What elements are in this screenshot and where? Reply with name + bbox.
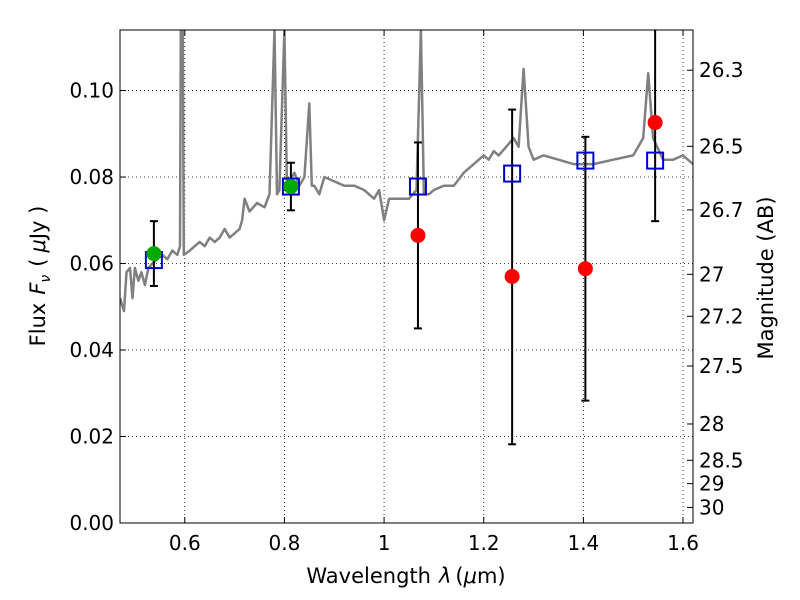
observed-point bbox=[410, 227, 426, 243]
model-photometry-square bbox=[408, 177, 427, 196]
y-axis-title: FluxFν(μJy ) bbox=[26, 206, 54, 347]
y-tick-label: 0.10 bbox=[69, 79, 114, 103]
x-tick-label: 0.8 bbox=[269, 531, 301, 555]
y2-tick-label: 28.5 bbox=[699, 448, 744, 472]
y-tick-label: 0.06 bbox=[69, 252, 114, 276]
model-photometry-square bbox=[503, 164, 522, 183]
x-axis-title: Wavelength λ (μm) bbox=[306, 564, 505, 588]
plot-series bbox=[120, 30, 693, 313]
observed-point bbox=[504, 269, 520, 284]
model-photometry-square bbox=[281, 177, 300, 196]
observed-point bbox=[146, 246, 162, 262]
y2-tick-label: 27.2 bbox=[699, 304, 744, 328]
model-photometry-square bbox=[646, 151, 665, 170]
y2-tick-label: 26.5 bbox=[699, 134, 744, 158]
y2-axis-title: Magnitude (AB) bbox=[754, 196, 778, 359]
y-tick-label: 0.04 bbox=[69, 338, 114, 362]
plot-area bbox=[120, 30, 693, 523]
y2-tick-label: 28 bbox=[699, 412, 724, 436]
y2-tick-label: 29 bbox=[699, 472, 724, 496]
y2-tick-label: 30 bbox=[699, 495, 724, 519]
x-tick-label: 0.6 bbox=[169, 531, 201, 555]
axis-ticks: 0.6 0.8 1 1.2 1.4 1.6 0.00 0.02 0.04 0.06 0.08 0.10… bbox=[69, 30, 744, 555]
y2-tick-label: 27.5 bbox=[699, 354, 744, 378]
x-tick-label: 1.2 bbox=[468, 531, 500, 555]
model-photometry-square bbox=[576, 151, 595, 170]
observed-point bbox=[647, 115, 663, 131]
y2-tick-label: 26.7 bbox=[699, 198, 744, 222]
plot-frame bbox=[119, 29, 694, 524]
x-tick-label: 1.6 bbox=[667, 531, 699, 555]
y2-tick-label: 26.3 bbox=[699, 58, 744, 82]
plot-markers bbox=[144, 30, 665, 446]
y-tick-label: 0.00 bbox=[69, 511, 114, 535]
x-tick-label: 1 bbox=[378, 531, 391, 555]
observed-point bbox=[283, 179, 299, 195]
model-spectrum-line bbox=[120, 30, 693, 313]
x-tick-label: 1.4 bbox=[567, 531, 599, 555]
y2-tick-label: 27 bbox=[699, 262, 724, 286]
y-tick-label: 0.02 bbox=[69, 425, 114, 449]
y-tick-label: 0.08 bbox=[69, 165, 114, 189]
observed-point bbox=[577, 261, 593, 277]
